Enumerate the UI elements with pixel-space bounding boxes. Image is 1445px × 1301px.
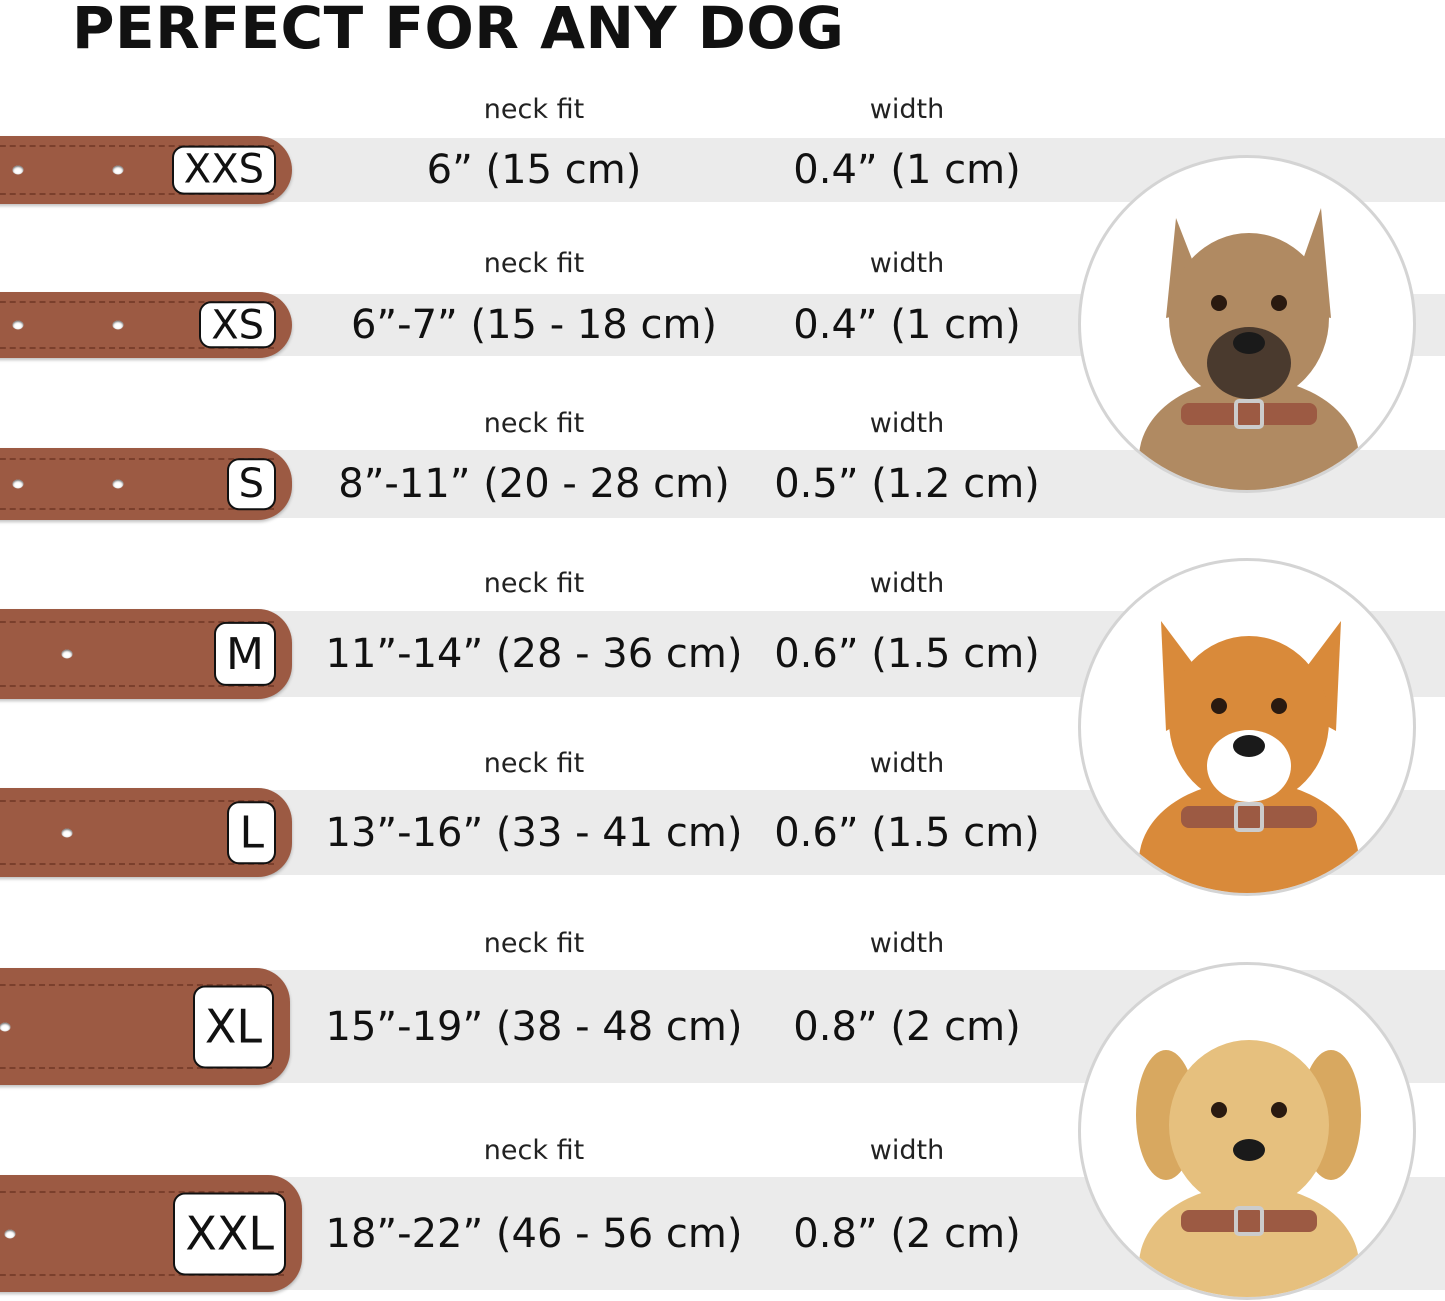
collar-hole bbox=[12, 320, 24, 330]
neck-fit-label: neck fit bbox=[483, 408, 585, 439]
neck-fit-label: neck fit bbox=[483, 1135, 585, 1166]
neck-fit-label: neck fit bbox=[483, 928, 585, 959]
neck-fit-value: 6”-7” (15 - 18 cm) bbox=[350, 302, 718, 348]
width-label: width bbox=[869, 94, 945, 125]
collar-hole bbox=[12, 165, 24, 175]
size-badge: XL bbox=[192, 984, 274, 1069]
width-value: 0.5” (1.2 cm) bbox=[774, 461, 1040, 507]
neck-fit-value: 15”-19” (38 - 48 cm) bbox=[325, 1003, 743, 1050]
collar-image: XS bbox=[0, 292, 292, 358]
collar-hole bbox=[0, 1022, 11, 1031]
width-label: width bbox=[869, 568, 945, 599]
collar-hole bbox=[61, 649, 73, 659]
small-terrier-dog-photo bbox=[1078, 155, 1416, 493]
labrador-dog-photo bbox=[1078, 962, 1416, 1300]
size-badge: M bbox=[214, 621, 276, 687]
width-value: 0.4” (1 cm) bbox=[793, 302, 1021, 348]
collar-image: L bbox=[0, 788, 292, 877]
width-label: width bbox=[869, 248, 945, 279]
neck-fit-label: neck fit bbox=[483, 748, 585, 779]
neck-fit-value: 18”-22” (46 - 56 cm) bbox=[325, 1210, 743, 1257]
collar-hole bbox=[112, 479, 124, 489]
collar-image: S bbox=[0, 448, 292, 520]
collar-image: XL bbox=[0, 968, 290, 1085]
neck-fit-value: 8”-11” (20 - 28 cm) bbox=[338, 461, 730, 507]
collar-image: XXS bbox=[0, 136, 292, 204]
collar-hole bbox=[61, 828, 73, 837]
collar-hole bbox=[112, 320, 124, 330]
neck-fit-value: 11”-14” (28 - 36 cm) bbox=[325, 631, 743, 677]
width-value: 0.8” (2 cm) bbox=[793, 1003, 1021, 1050]
collar-image: XXL bbox=[0, 1175, 302, 1292]
neck-fit-label: neck fit bbox=[483, 248, 585, 279]
collar-hole bbox=[12, 479, 24, 489]
width-label: width bbox=[869, 408, 945, 439]
size-badge: S bbox=[226, 458, 276, 510]
corgi-dog-photo bbox=[1078, 558, 1416, 896]
width-value: 0.8” (2 cm) bbox=[793, 1210, 1021, 1257]
width-value: 0.6” (1.5 cm) bbox=[774, 809, 1040, 856]
width-label: width bbox=[869, 1135, 945, 1166]
size-badge: L bbox=[227, 800, 276, 865]
width-value: 0.6” (1.5 cm) bbox=[774, 631, 1040, 677]
collar-hole bbox=[112, 165, 124, 175]
neck-fit-value: 13”-16” (33 - 41 cm) bbox=[325, 809, 743, 856]
collar-hole bbox=[4, 1229, 16, 1238]
width-label: width bbox=[869, 928, 945, 959]
width-label: width bbox=[869, 748, 945, 779]
width-value: 0.4” (1 cm) bbox=[793, 147, 1021, 193]
size-badge: XXS bbox=[171, 145, 276, 195]
size-badge: XS bbox=[199, 301, 276, 349]
page-title: PERFECT FOR ANY DOG bbox=[72, 0, 845, 62]
neck-fit-label: neck fit bbox=[483, 568, 585, 599]
collar-image: M bbox=[0, 609, 292, 699]
neck-fit-label: neck fit bbox=[483, 94, 585, 125]
neck-fit-value: 6” (15 cm) bbox=[426, 147, 642, 193]
size-badge: XXL bbox=[173, 1191, 286, 1276]
